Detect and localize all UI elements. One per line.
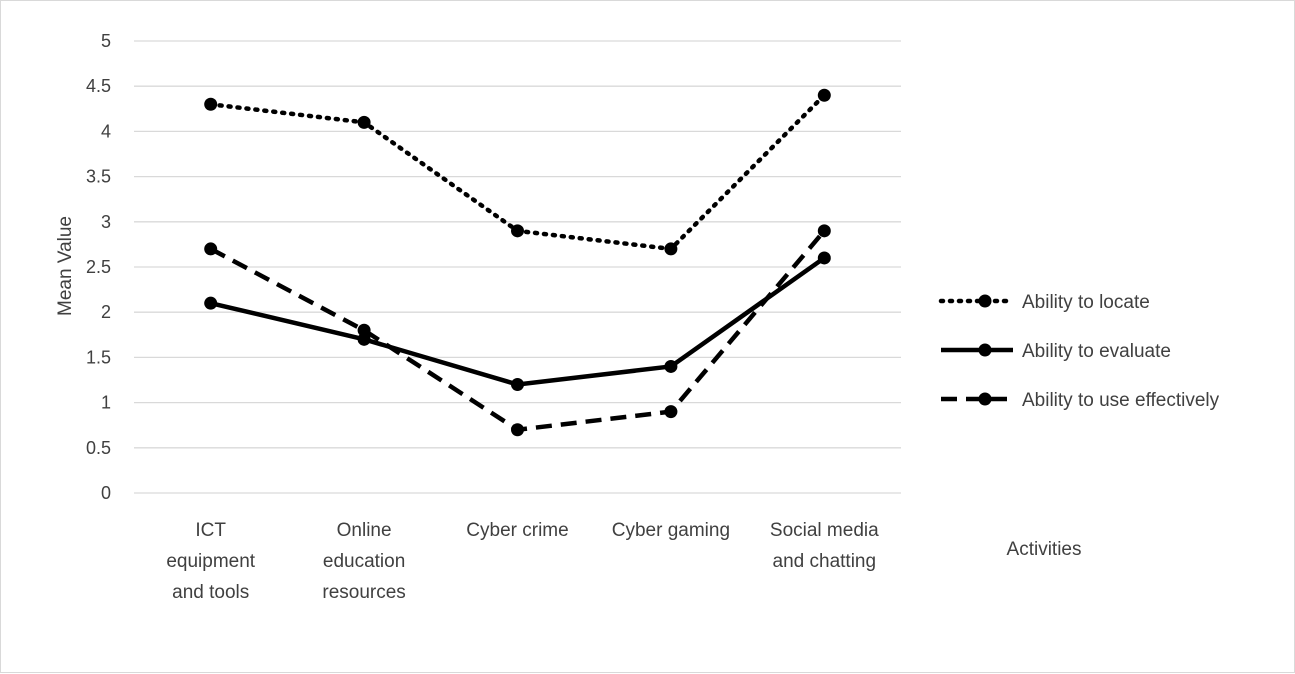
legend-marker [978, 343, 992, 357]
data-point [511, 378, 524, 392]
y-tick-label: 4 [101, 121, 111, 141]
y-tick-label: 0 [101, 483, 111, 503]
data-point [511, 224, 524, 238]
data-point [664, 405, 678, 419]
legend: Ability to locate Ability to evaluate Abil… [938, 292, 1220, 411]
legend-label: Ability to evaluate [1022, 341, 1171, 362]
x-category-label: ICT equipment and tools [166, 520, 255, 603]
gridlines [134, 40, 901, 494]
legend-marker [978, 392, 992, 406]
y-tick-label: 3.5 [86, 167, 111, 187]
x-category-label-line: Cyber gaming [612, 520, 730, 541]
y-tick-label: 4.5 [86, 76, 111, 96]
series-0 [204, 88, 831, 256]
data-point [664, 242, 678, 256]
legend-item: Ability to locate [938, 292, 1150, 313]
y-tick-label: 2.5 [86, 257, 111, 277]
x-category-label-line: resources [322, 582, 405, 603]
data-point [204, 97, 218, 111]
data-point [357, 323, 371, 337]
series-line [209, 229, 827, 432]
legend-item: Ability to evaluate [941, 341, 1171, 362]
x-category-label: Social media and chatting [770, 520, 879, 572]
y-tick-label: 0.5 [86, 438, 111, 458]
x-category-label: Cyber crime [466, 520, 568, 541]
data-point [817, 88, 831, 102]
x-category-label-line: Social media [770, 520, 879, 541]
data-point [817, 224, 831, 238]
data-point [817, 251, 831, 265]
x-category-label-line: ICT [195, 520, 226, 541]
data-point [664, 359, 678, 373]
x-category-label-line: Online [337, 520, 392, 541]
legend-label: Ability to locate [1022, 292, 1150, 313]
y-tick-label: 1.5 [86, 347, 111, 367]
y-tick-label: 2 [101, 302, 111, 322]
x-category-label: Online education resources [322, 520, 405, 603]
x-category-label-line: and tools [172, 582, 249, 603]
legend-item: Ability to use effectively [941, 390, 1220, 411]
x-category-label-line: and chatting [773, 551, 877, 572]
data-point [511, 423, 524, 437]
x-axis-categories: ICT equipment and tools Online education reso… [166, 520, 879, 603]
y-tick-label: 1 [101, 393, 111, 413]
y-tick-label: 3 [101, 212, 111, 232]
data-point [204, 296, 218, 310]
x-category-label: Cyber gaming [612, 520, 730, 541]
data-point [357, 332, 371, 346]
y-tick-label: 5 [101, 31, 111, 51]
x-category-label-line: education [323, 551, 405, 572]
x-category-label-line: equipment [166, 551, 255, 572]
y-axis-title: Mean Value [55, 216, 76, 316]
legend-marker [978, 294, 992, 308]
legend-label: Ability to use effectively [1022, 390, 1220, 411]
series-lines [204, 88, 831, 437]
series-1 [204, 251, 831, 392]
data-point [204, 242, 218, 256]
series-line [210, 256, 826, 387]
y-axis-ticks: 0 0.5 1 1.5 2 2.5 3 3.5 4 4.5 5 [86, 31, 111, 503]
x-category-label-line: Cyber crime [466, 520, 568, 541]
x-axis-title: Activities [1007, 539, 1082, 560]
series-2 [204, 224, 831, 437]
data-point [357, 115, 371, 129]
